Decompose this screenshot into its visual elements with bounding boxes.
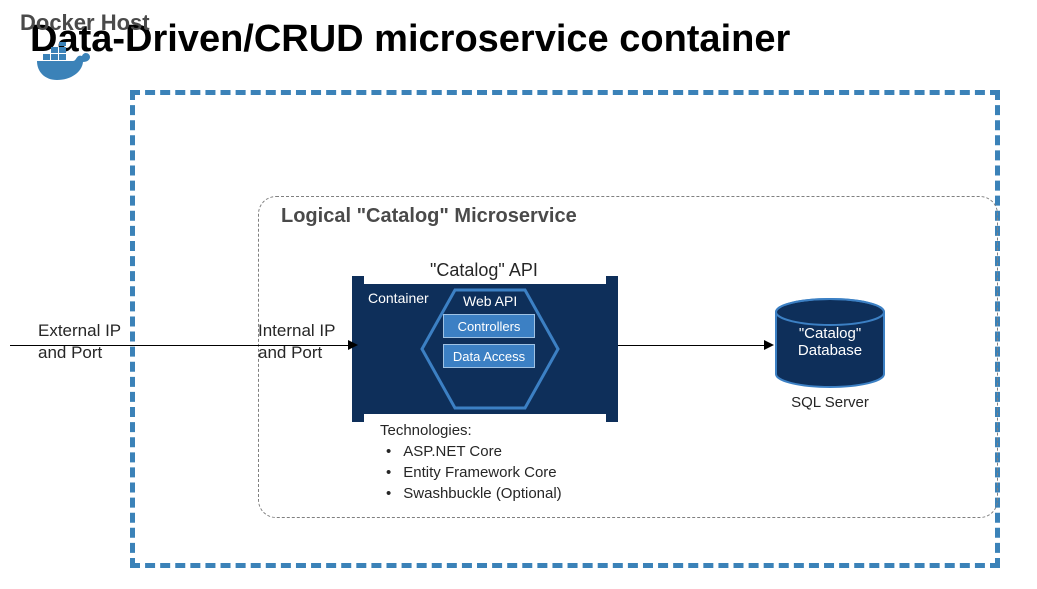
data-access-box: Data Access [443,344,535,368]
external-ip-label: External IPand Port [38,320,121,364]
arrow-head-icon [764,340,774,350]
docker-whale-icon [35,42,93,84]
webapi-label: Web API [463,293,517,309]
arrow-container-to-db [618,345,766,346]
technologies-list: ASP.NET Core Entity Framework Core Swash… [380,441,562,504]
database-name: "Catalog"Database [790,325,870,359]
tech-item: Entity Framework Core [386,462,562,483]
docker-host-label: Docker Host [20,10,150,36]
database-engine: SQL Server [780,394,880,411]
arrow-head-icon [348,340,358,350]
container-bracket-right [606,276,618,422]
technologies-heading: Technologies: [380,420,562,441]
controllers-box: Controllers [443,314,535,338]
arrow-external-to-container [10,345,350,346]
catalog-api-label: "Catalog" API [430,260,538,281]
tech-item: ASP.NET Core [386,441,562,462]
logical-microservice-label: Logical "Catalog" Microservice [281,205,577,228]
internal-ip-label: Internal IPand Port [258,320,336,364]
tech-item: Swashbuckle (Optional) [386,483,562,504]
technologies-block: Technologies: ASP.NET Core Entity Framew… [380,420,562,504]
